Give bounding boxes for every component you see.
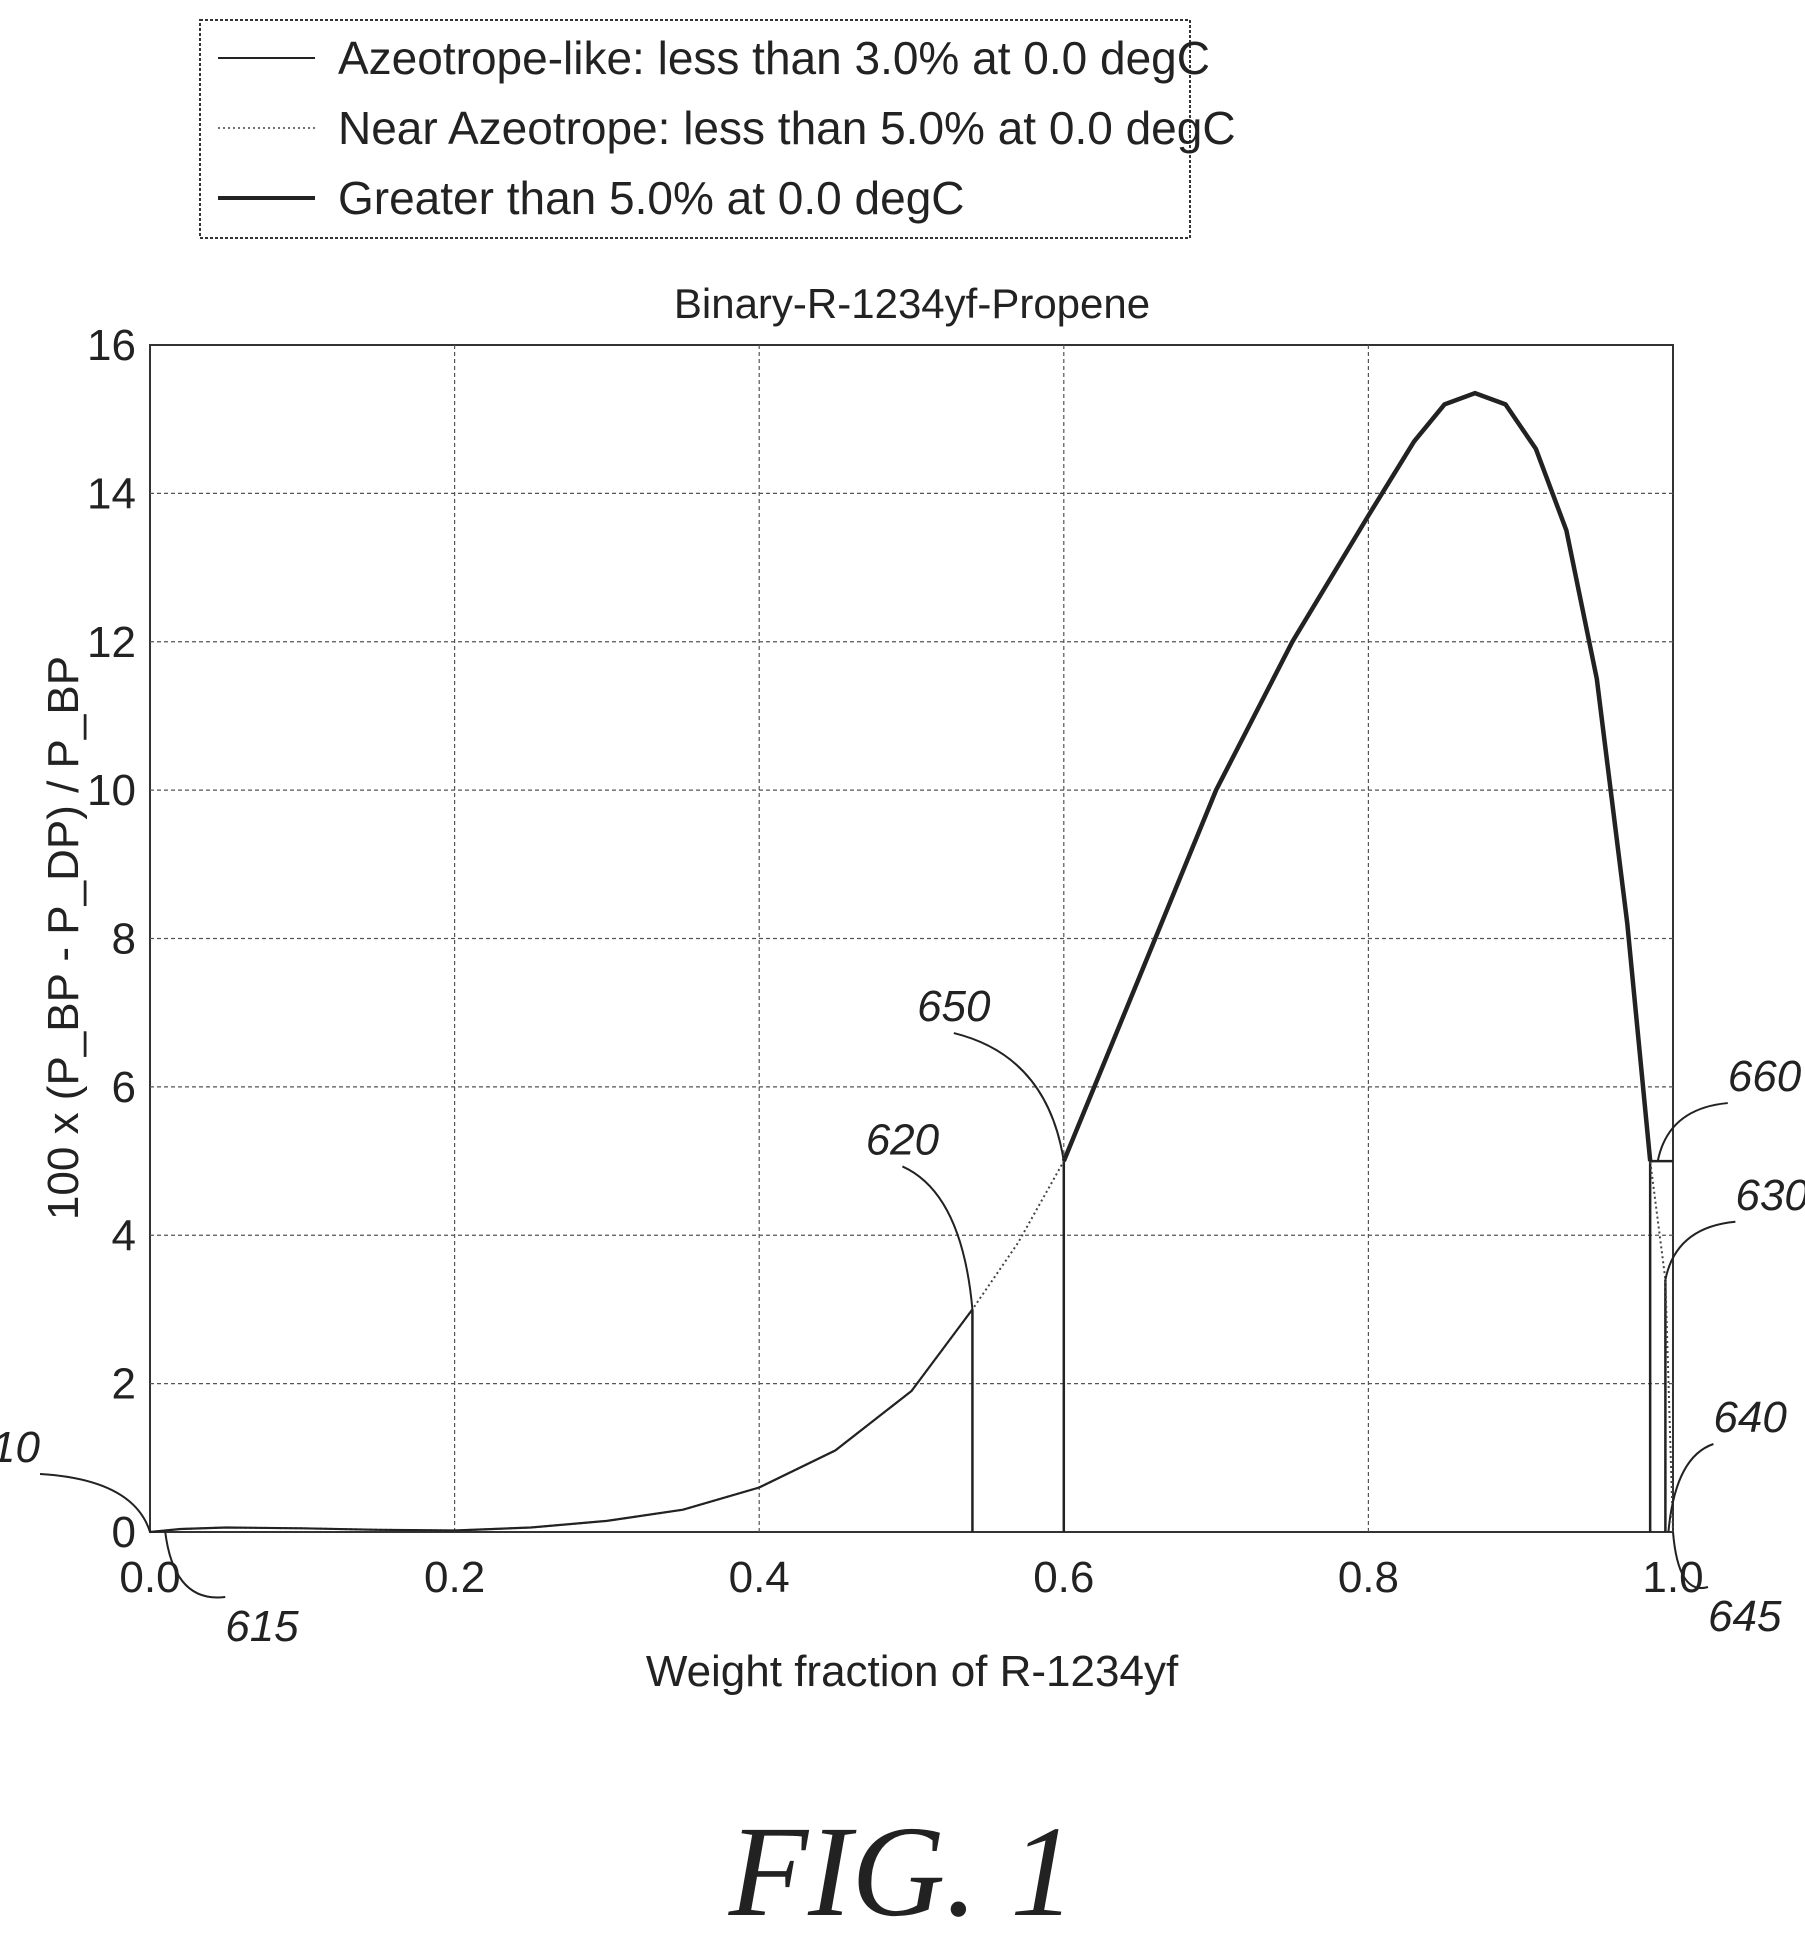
plot-area bbox=[149, 344, 1674, 1533]
ref-leader-630 bbox=[1664, 1220, 1736, 1280]
legend: Azeotrope-like: less than 3.0% at 0.0 de… bbox=[199, 19, 1236, 239]
ref-leader-650 bbox=[953, 1032, 1065, 1162]
legend-label-greater-than: Greater than 5.0% at 0.0 degC bbox=[338, 172, 965, 224]
boundary-markers bbox=[971, 1161, 1667, 1532]
legend-label-azeotrope-like: Azeotrope-like: less than 3.0% at 0.0 de… bbox=[338, 32, 1210, 84]
legend-box bbox=[199, 19, 1191, 239]
y-tick-label-8: 16 bbox=[87, 321, 136, 370]
x-tick-label-3: 0.6 bbox=[1033, 1553, 1094, 1602]
reference-labels: 610615620650660630640645 bbox=[0, 982, 1805, 1651]
ref-leader-620 bbox=[902, 1165, 974, 1310]
series-curve-azeotrope-like bbox=[149, 1308, 974, 1534]
ref-leader-645 bbox=[1672, 1531, 1709, 1590]
x-axis-label: Weight fraction of R-1234yf bbox=[646, 1647, 1179, 1696]
ref-label-620: 620 bbox=[866, 1115, 940, 1164]
ref-label-615: 615 bbox=[225, 1602, 299, 1651]
x-tick-label-0: 0.0 bbox=[119, 1553, 180, 1602]
ref-label-640: 640 bbox=[1713, 1393, 1787, 1442]
ref-leader-610 bbox=[39, 1473, 151, 1533]
y-tick-label-7: 14 bbox=[87, 469, 136, 518]
y-axis-label: 100 x (P_BP - P_DP) / P_BP bbox=[39, 656, 88, 1220]
y-tick-label-5: 10 bbox=[87, 766, 136, 815]
axis-ticks: 0.0 0.2 0.4 0.6 0.8 1.0 0 2 4 6 8 10 12 14 16 bbox=[87, 321, 1704, 1602]
x-tick-label-2: 0.4 bbox=[729, 1553, 790, 1602]
y-tick-label-4: 8 bbox=[112, 915, 136, 964]
ref-label-630: 630 bbox=[1735, 1171, 1805, 1220]
ref-label-650: 650 bbox=[917, 982, 991, 1031]
ref-leader-640 bbox=[1667, 1443, 1714, 1533]
legend-label-near-azeotrope: Near Azeotrope: less than 5.0% at 0.0 de… bbox=[338, 102, 1236, 154]
series-curve-greater-than bbox=[1061, 390, 1653, 1162]
ref-label-645: 645 bbox=[1708, 1592, 1782, 1641]
ref-leader-615 bbox=[164, 1531, 226, 1599]
y-tick-label-6: 12 bbox=[87, 618, 136, 667]
x-tick-label-4: 0.8 bbox=[1338, 1553, 1399, 1602]
y-tick-label-1: 2 bbox=[112, 1360, 136, 1409]
figure-caption: FIG. 1 bbox=[728, 1800, 1076, 1935]
x-tick-label-1: 0.2 bbox=[424, 1553, 485, 1602]
x-tick-label-5: 1.0 bbox=[1642, 1553, 1703, 1602]
series-layer bbox=[149, 390, 1674, 1534]
ref-label-610: 610 bbox=[0, 1423, 41, 1472]
y-tick-label-2: 4 bbox=[112, 1211, 136, 1260]
y-tick-label-3: 6 bbox=[112, 1063, 136, 1112]
ref-label-660: 660 bbox=[1728, 1052, 1802, 1101]
chart-title: Binary-R-1234yf-Propene bbox=[674, 280, 1150, 327]
ref-leader-660 bbox=[1656, 1102, 1728, 1162]
y-tick-label-0: 0 bbox=[112, 1508, 136, 1557]
